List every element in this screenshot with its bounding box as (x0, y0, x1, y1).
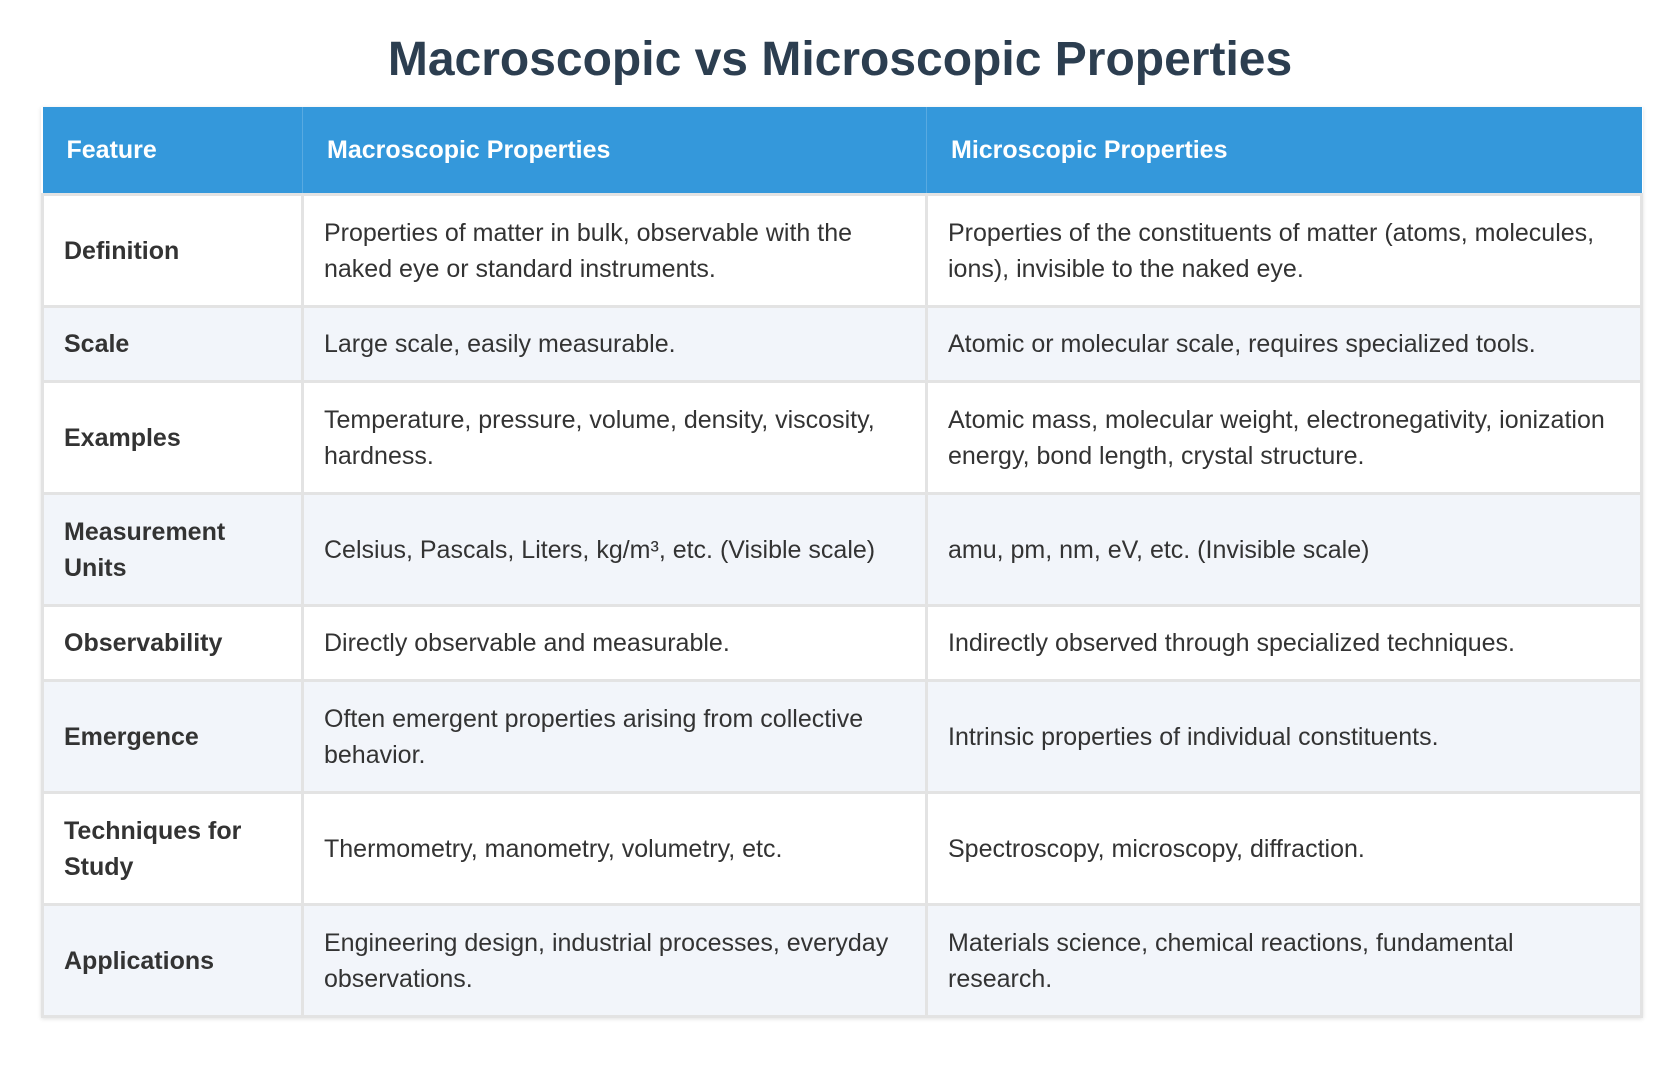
microscopic-cell: Intrinsic properties of individual const… (925, 679, 1643, 794)
macroscopic-cell: Celsius, Pascals, Liters, kg/m³, etc. (V… (301, 492, 928, 607)
microscopic-cell: amu, pm, nm, eV, etc. (Invisible scale) (925, 492, 1643, 607)
header-microscopic: Microscopic Properties (926, 107, 1642, 195)
macroscopic-cell: Temperature, pressure, volume, density, … (301, 380, 928, 495)
macroscopic-cell: Large scale, easily measurable. (301, 305, 928, 383)
feature-cell: Applications (41, 903, 304, 1018)
table-row: Emergence Often emergent properties aris… (41, 679, 1643, 794)
table-row: Techniques for Study Thermometry, manome… (41, 791, 1643, 906)
header-macroscopic: Macroscopic Properties (302, 107, 927, 195)
table-row: Measurement Units Celsius, Pascals, Lite… (41, 492, 1643, 607)
microscopic-cell: Materials science, chemical reactions, f… (925, 903, 1643, 1018)
macroscopic-cell: Often emergent properties arising from c… (301, 679, 928, 794)
table-header: Feature Macroscopic Properties Microscop… (42, 107, 1642, 195)
macroscopic-cell: Properties of matter in bulk, observable… (301, 193, 928, 308)
microscopic-cell: Properties of the constituents of matter… (925, 193, 1643, 308)
feature-cell: Scale (41, 305, 304, 383)
microscopic-cell: Atomic or molecular scale, requires spec… (925, 305, 1643, 383)
microscopic-cell: Atomic mass, molecular weight, electrone… (925, 380, 1643, 495)
header-feature: Feature (42, 107, 303, 195)
page-title: Macroscopic vs Microscopic Properties (387, 33, 1293, 86)
feature-cell: Techniques for Study (41, 791, 304, 906)
header-row: Feature Macroscopic Properties Microscop… (42, 107, 1642, 195)
table-row: Observability Directly observable and me… (41, 604, 1643, 682)
macroscopic-cell: Engineering design, industrial processes… (301, 903, 928, 1018)
feature-cell: Observability (41, 604, 304, 682)
feature-cell: Examples (41, 380, 304, 495)
microscopic-cell: Spectroscopy, microscopy, diffraction. (925, 791, 1643, 906)
table-body: Definition Properties of matter in bulk,… (41, 193, 1643, 1018)
table-row: Applications Engineering design, industr… (41, 903, 1643, 1018)
feature-cell: Measurement Units (41, 492, 304, 607)
feature-cell: Emergence (41, 679, 304, 794)
table-row: Examples Temperature, pressure, volume, … (41, 380, 1643, 495)
table-row: Definition Properties of matter in bulk,… (41, 193, 1643, 308)
microscopic-cell: Indirectly observed through specialized … (925, 604, 1643, 682)
feature-cell: Definition (41, 193, 304, 308)
macroscopic-cell: Thermometry, manometry, volumetry, etc. (301, 791, 928, 906)
macroscopic-cell: Directly observable and measurable. (301, 604, 928, 682)
table-row: Scale Large scale, easily measurable. At… (41, 305, 1643, 383)
comparison-table: Feature Macroscopic Properties Microscop… (41, 107, 1643, 1018)
